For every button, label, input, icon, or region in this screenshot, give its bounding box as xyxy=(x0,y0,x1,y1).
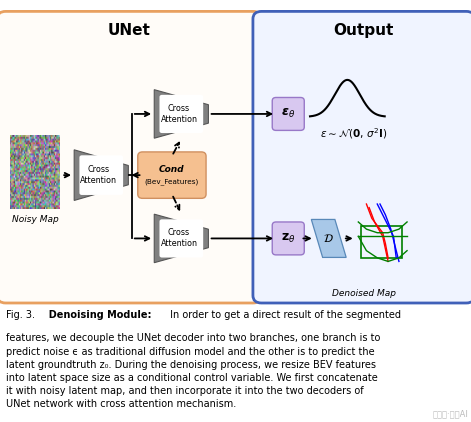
FancyBboxPatch shape xyxy=(160,219,203,257)
Text: Cross
Attention: Cross Attention xyxy=(81,165,117,185)
FancyBboxPatch shape xyxy=(138,152,206,198)
Polygon shape xyxy=(154,214,208,262)
Text: 公众号·深蓝AI: 公众号·深蓝AI xyxy=(433,410,469,419)
Text: Denoising Module:: Denoising Module: xyxy=(42,310,152,320)
Text: features, we decouple the UNet decoder into two branches, one branch is to
predi: features, we decouple the UNet decoder i… xyxy=(6,333,380,409)
Text: Noisy Map: Noisy Map xyxy=(12,215,59,224)
Text: Fig. 3.: Fig. 3. xyxy=(6,310,35,320)
Polygon shape xyxy=(154,90,208,138)
FancyBboxPatch shape xyxy=(80,155,123,195)
Text: (Bev_Features): (Bev_Features) xyxy=(145,178,199,185)
Text: Denoised Map: Denoised Map xyxy=(332,289,396,298)
Text: Cond: Cond xyxy=(159,165,185,174)
Text: $\mathcal{D}$: $\mathcal{D}$ xyxy=(324,233,334,244)
Text: $\mathbf{z}_{\theta}$: $\mathbf{z}_{\theta}$ xyxy=(281,232,295,245)
Text: Cross
Attention: Cross Attention xyxy=(161,104,197,124)
FancyBboxPatch shape xyxy=(272,97,304,130)
FancyBboxPatch shape xyxy=(272,222,304,255)
Polygon shape xyxy=(74,150,128,200)
Text: UNet: UNet xyxy=(108,23,151,38)
Text: In order to get a direct result of the segmented: In order to get a direct result of the s… xyxy=(167,310,401,320)
Polygon shape xyxy=(311,219,346,257)
Text: $\epsilon \sim \mathcal{N}(\mathbf{0},\, \sigma^2 \mathbf{I})$: $\epsilon \sim \mathcal{N}(\mathbf{0},\,… xyxy=(319,127,387,141)
FancyBboxPatch shape xyxy=(0,11,261,303)
FancyBboxPatch shape xyxy=(253,11,471,303)
Text: Cross
Attention: Cross Attention xyxy=(161,228,197,249)
FancyBboxPatch shape xyxy=(160,95,203,133)
Text: Output: Output xyxy=(333,23,394,38)
Text: $\boldsymbol{\epsilon}_{\theta}$: $\boldsymbol{\epsilon}_{\theta}$ xyxy=(281,107,295,121)
